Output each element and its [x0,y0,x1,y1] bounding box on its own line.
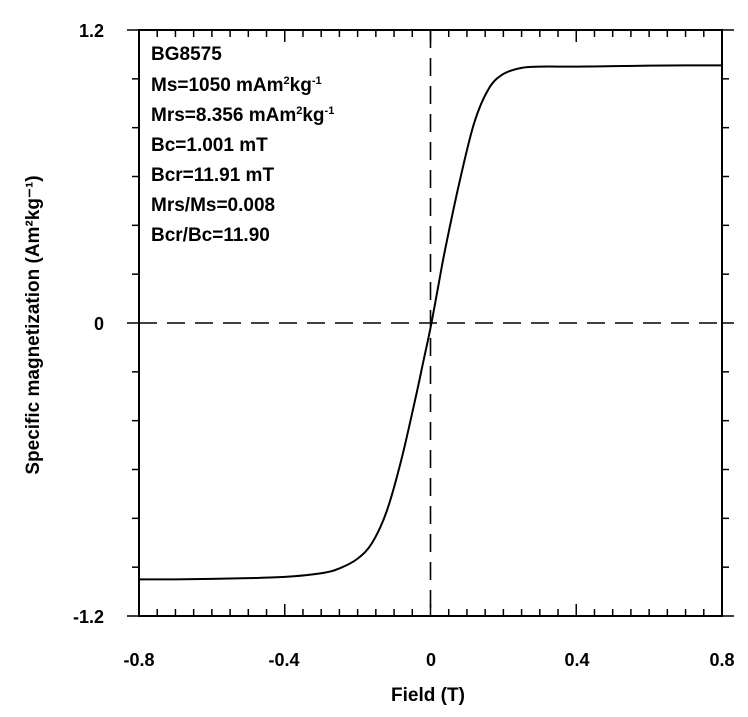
sample-name: BG8575 [151,44,222,65]
bcr-bc-annotation: Bcr/Bc=11.90 [151,225,270,246]
x-axis-label: Field (T) [391,685,465,706]
ms-annotation: Ms=1050 mAm2kg-1 [151,75,322,96]
x-tick-label: -0.8 [123,650,154,670]
annotation-box: BG8575 Ms=1050 mAm2kg-1 Mrs=8.356 mAm2kg… [151,44,334,246]
mrs-sup-2: 2 [296,105,302,117]
y-tick-label: 0 [94,314,104,334]
ms-sup-minus1: -1 [312,75,322,87]
y-axis-label: Specific magnetization (Am²kg⁻¹) [23,175,44,474]
x-tick-label: -0.4 [268,650,299,670]
y-tick-label: 1.2 [79,21,104,41]
mrs-ms-annotation: Mrs/Ms=0.008 [151,195,275,216]
x-tick-label: 0 [426,650,436,670]
ms-prefix: Ms=1050 mAm [151,75,284,96]
ms-sup-2: 2 [284,75,290,87]
mrs-annotation: Mrs=8.356 mAm2kg-1 [151,105,334,126]
mrs-prefix: Mrs=8.356 mAm [151,105,296,126]
mrs-mid: kg [302,105,324,126]
plot-frame [138,29,723,617]
ms-mid: kg [290,75,312,96]
mrs-sup-minus1: -1 [325,105,335,117]
x-tick-label: 0.8 [709,650,734,670]
tick-marks [127,29,734,617]
bc-annotation: Bc=1.001 mT [151,135,268,156]
magnetization-curve [138,64,723,581]
y-tick-label: -1.2 [73,607,104,627]
bcr-annotation: Bcr=11.91 mT [151,165,274,186]
x-tick-label: 0.4 [564,650,589,670]
